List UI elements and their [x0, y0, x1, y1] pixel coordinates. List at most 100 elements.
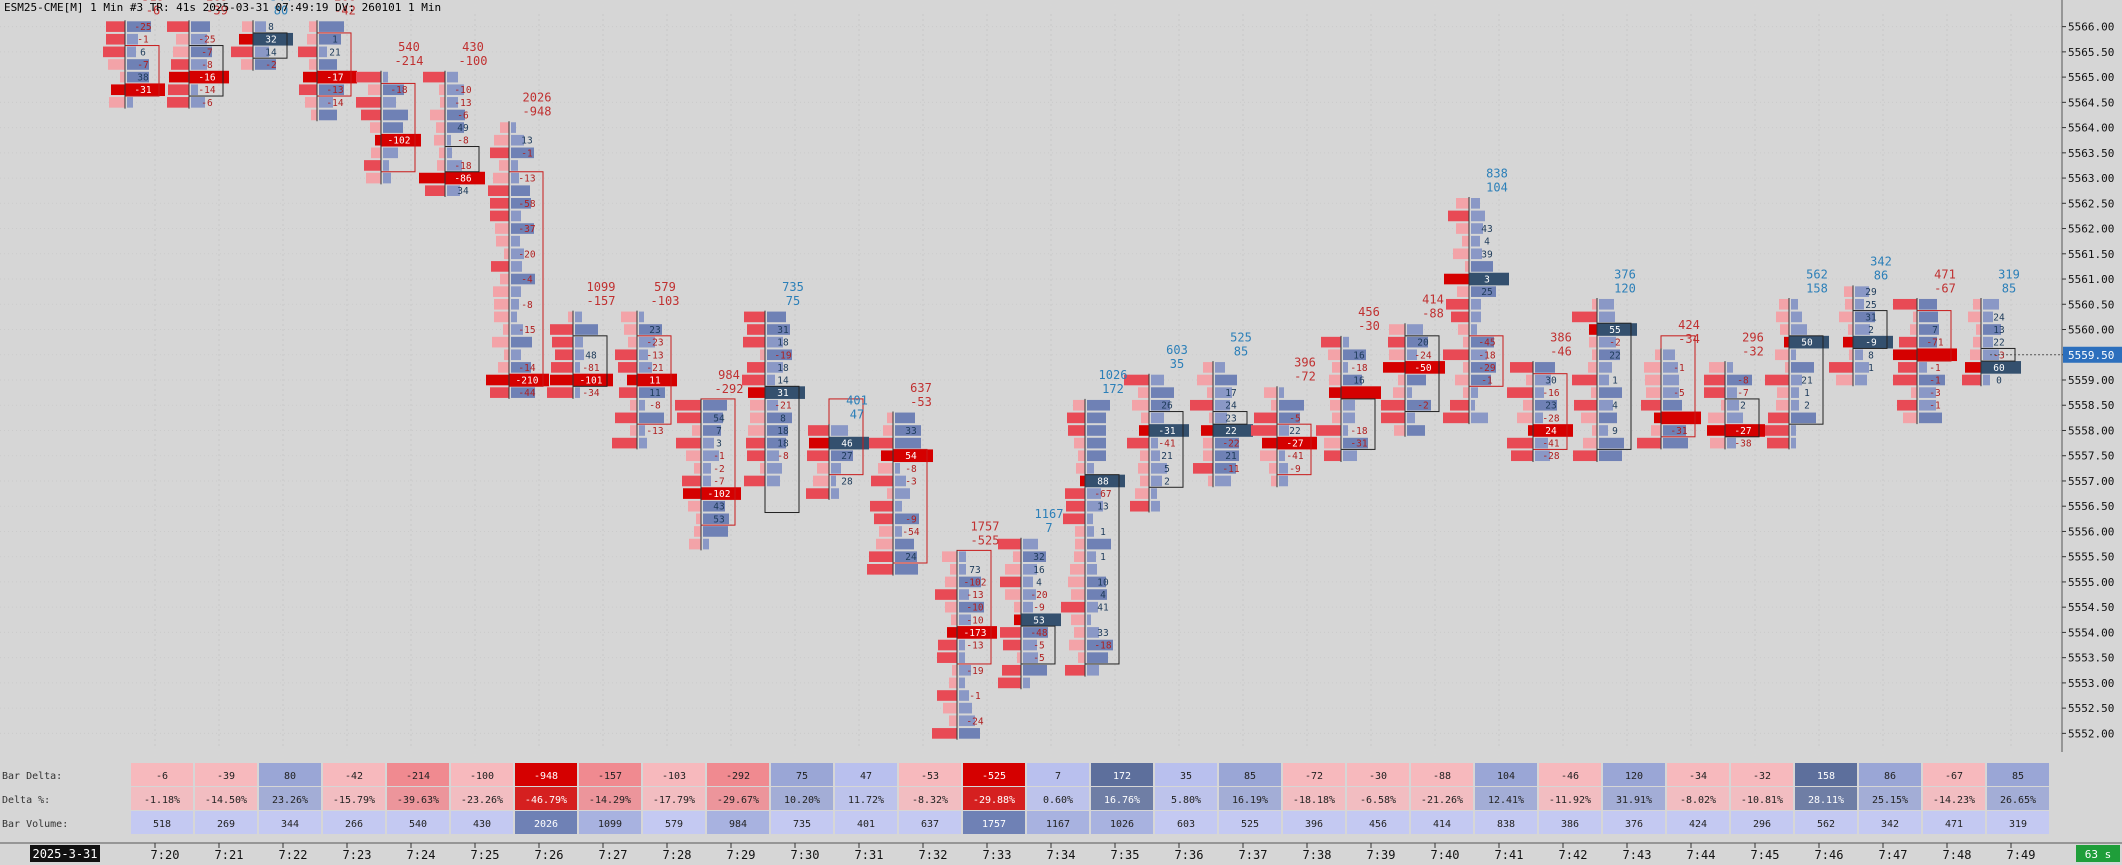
price-level-delta-label: 8	[1868, 350, 1874, 361]
bar-delta-label: -32	[1742, 344, 1764, 358]
bid-volume-cell	[1203, 450, 1213, 462]
price-level-delta-label: 29	[1865, 287, 1877, 298]
bar-delta-cell-value: -88	[1433, 771, 1451, 782]
price-level-delta-label: -6	[201, 98, 213, 109]
bid-volume-cell	[169, 71, 189, 83]
ask-volume-cell	[1599, 362, 1612, 373]
price-level-delta-label: -20	[1030, 590, 1047, 601]
bar-volume-cell-value: 269	[217, 819, 235, 830]
ask-volume-cell	[1727, 437, 1736, 449]
ask-volume-cell	[1983, 374, 1990, 386]
bar-volume-label: 424	[1678, 318, 1700, 332]
price-level-delta-label: 26	[1161, 401, 1173, 412]
bid-volume-cell	[1779, 298, 1789, 310]
price-level-delta-label: 24	[1993, 312, 2005, 323]
footprint-bar-7:34: 32 164 -20 -953 -48 -5-5	[998, 537, 1061, 690]
bid-volume-cell	[1776, 311, 1789, 323]
bid-volume-cell	[1066, 500, 1085, 512]
ask-volume-cell	[1535, 362, 1555, 373]
ask-volume-cell	[767, 437, 786, 449]
bar-volume-cell	[1667, 811, 1729, 834]
ask-volume-cell	[1087, 564, 1097, 575]
footprint-bar-7:46: 211 2 50	[1765, 297, 1829, 450]
poc-highlight	[1853, 335, 1893, 349]
ask-volume-cell	[1023, 652, 1038, 663]
price-level-delta-label: -29	[1478, 363, 1495, 374]
delta-pct-cell-value: -46.79%	[525, 795, 567, 806]
price-level-delta-label: -18	[1478, 350, 1495, 361]
bid-volume-cell	[1523, 399, 1533, 411]
ask-volume-cell	[511, 387, 535, 398]
bid-volume-cell	[1329, 374, 1341, 386]
price-level-delta-label: -31	[1670, 426, 1687, 437]
ask-volume-cell	[1407, 349, 1417, 361]
ask-volume-cell	[1407, 412, 1415, 424]
bid-volume-cell	[1443, 412, 1469, 424]
ask-volume-cell	[703, 475, 711, 487]
ask-volume-cell	[1535, 437, 1548, 449]
bar-delta-label: 85	[2002, 281, 2016, 295]
bar-delta-cell-value: 80	[284, 771, 296, 782]
price-level-delta-label: 34	[457, 186, 469, 197]
ask-volume-cell	[895, 513, 919, 525]
price-level-delta-label: 88	[1097, 476, 1109, 487]
price-axis-label: 5552.50	[2068, 702, 2114, 715]
bar-volume-label: 562	[1806, 267, 1828, 281]
ask-volume-cell	[1407, 374, 1426, 386]
bid-volume-cell	[368, 84, 381, 96]
ask-volume-cell	[511, 248, 524, 260]
ask-volume-cell	[895, 564, 918, 575]
bid-volume-cell	[1704, 387, 1725, 398]
bid-volume-cell	[677, 412, 701, 424]
bid-volume-cell	[817, 463, 829, 474]
bid-volume-cell	[1962, 374, 1981, 386]
ask-volume-cell	[1023, 677, 1030, 689]
ask-volume-cell	[511, 349, 521, 361]
bid-volume-cell	[1448, 210, 1469, 222]
bid-volume-cell	[490, 147, 509, 159]
bar-delta-cell	[1347, 763, 1409, 786]
ask-volume-cell	[1535, 450, 1550, 462]
delta-pct-cell	[451, 787, 513, 810]
ask-volume-cell	[1663, 425, 1686, 436]
ask-volume-cell	[1791, 437, 1796, 449]
bar-delta-label: -30	[1358, 319, 1380, 333]
bid-volume-cell	[1462, 235, 1469, 247]
bid-volume-cell	[361, 109, 381, 121]
time-axis-label: 7:35	[1111, 848, 1140, 862]
bar-volume-cell	[1155, 811, 1217, 834]
ask-volume-cell	[383, 160, 389, 171]
bid-volume-cell	[1209, 412, 1213, 424]
price-level-delta-label: -18	[390, 85, 407, 96]
ask-volume-cell	[255, 46, 269, 58]
bar-volume-cell-value: 540	[409, 819, 427, 830]
bid-volume-cell	[744, 475, 765, 487]
bid-volume-cell	[1511, 450, 1533, 462]
ask-volume-cell	[1087, 513, 1093, 525]
bid-volume-cell	[1074, 551, 1085, 562]
bid-volume-cell	[1000, 627, 1021, 638]
bid-volume-cell	[241, 59, 253, 70]
ask-volume-cell	[1471, 374, 1491, 386]
bid-volume-cell	[1132, 399, 1149, 411]
ask-volume-cell	[511, 362, 531, 373]
footprint-bar-7:39: 16 -18 16 -18 -31	[1316, 335, 1381, 463]
price-level-delta-label: 21	[329, 47, 341, 58]
bid-volume-cell	[494, 298, 509, 310]
price-axis-label: 5562.00	[2068, 223, 2114, 236]
bar-delta-cell-value: 85	[2012, 771, 2024, 782]
bar-delta-label: 158	[1806, 281, 1828, 295]
price-level-delta-label: -71	[1926, 338, 1943, 349]
price-level-delta-label: -9	[1033, 603, 1045, 614]
price-level-delta-label: 16	[1033, 565, 1045, 576]
ask-volume-cell	[575, 387, 580, 398]
bar-volume-label: 414	[1422, 293, 1444, 307]
price-level-delta-label: -45	[1478, 338, 1495, 349]
bid-volume-cell	[1074, 627, 1085, 638]
bid-volume-cell	[1264, 387, 1277, 398]
ask-volume-cell	[1663, 437, 1688, 449]
ask-volume-cell	[1855, 349, 1863, 361]
ask-volume-cell	[1407, 399, 1431, 411]
delta-pct-cell-value: -23.26%	[461, 795, 503, 806]
